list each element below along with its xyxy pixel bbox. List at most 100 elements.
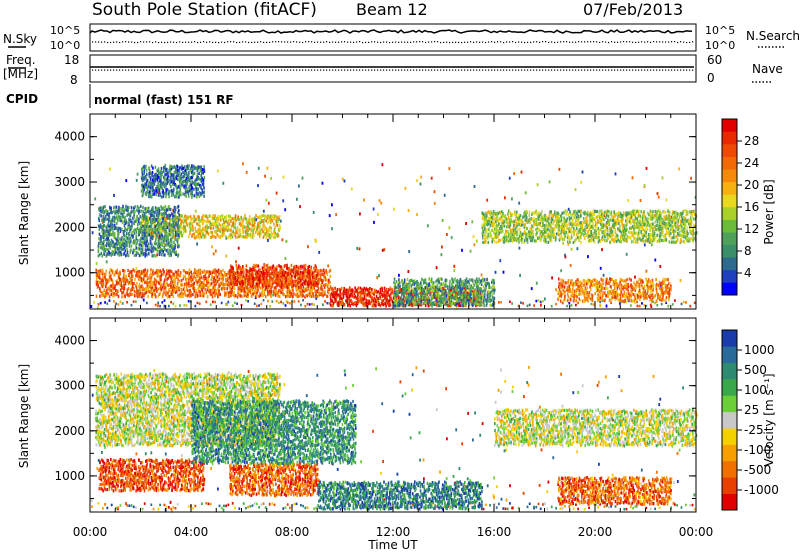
power-cell xyxy=(144,244,147,248)
power-cell xyxy=(177,204,180,208)
power-cell xyxy=(252,223,254,227)
nsearch-point xyxy=(659,41,661,43)
power-cell xyxy=(365,293,368,297)
nsearch-point xyxy=(194,41,196,43)
power-cell xyxy=(164,234,166,238)
power-cell xyxy=(660,302,663,306)
power-cell xyxy=(172,294,175,299)
power-cell xyxy=(306,274,308,278)
power-cell xyxy=(237,293,240,297)
power-cell xyxy=(222,269,224,273)
power-cell xyxy=(188,230,191,234)
nave-point xyxy=(125,69,127,71)
power-cell xyxy=(171,223,173,227)
power-cell xyxy=(150,211,152,215)
power-cell xyxy=(300,267,302,271)
power-cell xyxy=(581,170,584,174)
power-cell xyxy=(484,226,486,230)
nave-point xyxy=(251,69,253,71)
power-cell xyxy=(168,195,170,199)
power-cell xyxy=(246,286,248,290)
power-cell xyxy=(340,286,343,291)
power-cell xyxy=(142,190,145,194)
power-cell xyxy=(291,270,293,274)
power-cell xyxy=(487,232,489,236)
power-cell xyxy=(652,300,654,304)
power-cell xyxy=(127,226,130,230)
power-cell xyxy=(300,285,303,290)
power-cell xyxy=(237,231,239,235)
power-cell xyxy=(184,270,187,275)
power-cell xyxy=(177,245,179,249)
power-cell xyxy=(175,250,177,254)
power-cell xyxy=(105,244,108,248)
power-cell xyxy=(104,229,107,233)
power-cell xyxy=(268,284,270,288)
power-cell xyxy=(205,231,208,235)
nave-point xyxy=(98,69,100,71)
power-cell xyxy=(331,227,333,231)
power-cell xyxy=(119,270,121,274)
power-cell xyxy=(112,245,114,249)
power-cell xyxy=(235,229,237,233)
nave-point xyxy=(272,69,274,71)
power-cell xyxy=(147,216,150,220)
power-cell xyxy=(275,286,277,290)
power-cell xyxy=(153,246,156,250)
nave-point xyxy=(686,69,688,71)
power-cell xyxy=(201,171,203,175)
power-cell xyxy=(182,192,184,196)
power-cell xyxy=(197,294,199,298)
power-cell xyxy=(154,218,157,222)
power-cell xyxy=(693,301,696,304)
power-cell xyxy=(465,222,467,225)
power-cell xyxy=(519,273,521,277)
power-cell xyxy=(201,289,204,293)
power-cell xyxy=(654,258,657,262)
power-cell xyxy=(353,290,356,294)
power-cell xyxy=(240,276,242,280)
power-cell xyxy=(206,270,208,274)
power-cell xyxy=(328,269,331,273)
power-cell xyxy=(146,247,149,251)
power-cell xyxy=(453,269,456,273)
power-cell xyxy=(177,225,180,229)
power-cell xyxy=(147,242,150,246)
power-cell xyxy=(152,245,155,249)
nsearch-point xyxy=(623,41,625,43)
power-cell xyxy=(317,287,320,291)
nsearch-point xyxy=(191,41,193,43)
power-cell xyxy=(185,277,188,281)
power-cell xyxy=(109,205,111,209)
power-cell xyxy=(104,272,107,277)
power-cell xyxy=(318,279,321,283)
power-cell xyxy=(123,252,126,256)
power-cell xyxy=(126,301,128,304)
power-cell xyxy=(286,301,289,304)
power-cell xyxy=(161,186,163,190)
power-cell xyxy=(483,216,486,220)
power-cell xyxy=(314,274,316,278)
power-cell xyxy=(258,220,260,225)
power-cell xyxy=(377,290,379,294)
power-cell xyxy=(308,280,311,284)
power-cell xyxy=(120,219,122,223)
power-cell xyxy=(273,214,275,218)
power-cell xyxy=(157,167,160,171)
nave-point xyxy=(101,69,103,71)
nave-point xyxy=(665,69,667,71)
power-cell xyxy=(253,278,255,282)
power-cell xyxy=(273,286,276,290)
nave-point xyxy=(215,69,217,71)
power-cell xyxy=(151,294,154,298)
power-cell xyxy=(158,175,160,180)
nsearch-point xyxy=(449,41,451,44)
power-cell xyxy=(167,174,170,178)
power-cell xyxy=(148,172,151,176)
power-cell xyxy=(153,292,156,296)
nsearch-point xyxy=(92,41,94,43)
power-cell xyxy=(255,273,257,277)
power-cell xyxy=(369,294,372,298)
power-cell xyxy=(307,285,309,289)
power-cell xyxy=(202,222,204,226)
